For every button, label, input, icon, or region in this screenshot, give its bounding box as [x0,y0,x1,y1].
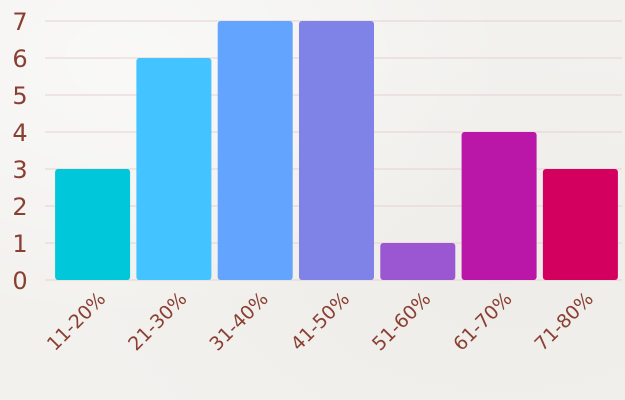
y-tick-label: 3 [12,156,27,184]
x-category-label: 51-60% [368,288,435,355]
x-category-label: 21-30% [124,288,191,355]
bar-71-80% [542,169,618,280]
x-category-label: 11-20% [43,288,110,355]
x-category-label: 71-80% [531,288,598,355]
bar-61-70% [461,132,537,280]
x-category-label: 31-40% [205,288,272,355]
y-axis-tick-labels: 0 1 2 3 4 5 6 7 [12,8,27,295]
y-tick-label: 7 [12,8,27,36]
y-tick-label: 2 [12,193,27,221]
y-tick-label: 6 [12,45,27,73]
bar-11-20% [55,169,131,280]
y-tick-label: 5 [12,82,27,110]
y-tick-label: 1 [12,230,27,258]
x-category-label: 61-70% [449,288,516,355]
y-tick-label: 4 [12,119,27,147]
x-category-label: 41-50% [287,288,354,355]
y-tick-label: 0 [12,267,27,295]
bar-41-50% [299,21,374,280]
bar-21-30% [136,58,212,280]
x-axis-category-labels: 11-20% 21-30% 31-40% 41-50% 51-60% 61-70% 71-8… [43,288,598,355]
bar-31-40% [217,21,293,280]
bars [55,21,618,280]
bar-51-60% [380,243,456,280]
